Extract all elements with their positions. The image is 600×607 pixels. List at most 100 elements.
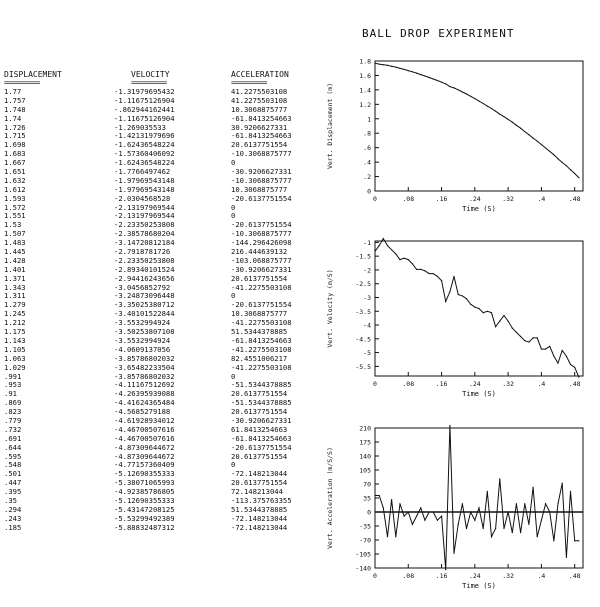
table-row: .869 -4.41624365484 -51.5344378885 [0, 398, 318, 408]
table-row: .243 -5.53299492389 -72.148213044 [0, 514, 318, 524]
velocity-cell: -1.97969543148 [114, 175, 175, 185]
data-point [470, 511, 472, 513]
data-point [445, 569, 447, 571]
data-point [499, 320, 501, 322]
table-row: .953 -4.11167512692 -51.5344378885 [0, 380, 318, 390]
data-point [416, 268, 418, 270]
table-row: .548 -4.77157360409 0 [0, 461, 318, 470]
data-point [420, 268, 422, 270]
acceleration-cell: -30.9206627331 [231, 415, 292, 425]
data-point [461, 295, 463, 297]
x-tick-label: 0 [373, 572, 377, 580]
displacement-cell: .644 [4, 442, 22, 452]
x-tick-label: .4 [537, 572, 545, 580]
y-tick-label: 1.2 [359, 101, 371, 109]
velocity-cell: -4.0609137056 [114, 344, 171, 354]
data-point [449, 86, 451, 88]
displacement-cell: .595 [4, 451, 22, 461]
acceleration-cell: 20.6137751554 [231, 140, 288, 150]
data-point [457, 89, 459, 91]
data-point [532, 137, 534, 139]
data-point [399, 258, 401, 261]
velocity-cell: -3.65482233504 [114, 362, 175, 372]
data-point [395, 253, 397, 255]
x-axis-label: Time (S) [462, 205, 496, 213]
displacement-cell: 1.029 [4, 362, 26, 372]
y-tick-label: .4 [363, 159, 371, 167]
table-row: 1.748 -.862944162441 10.3068875777 [0, 105, 318, 115]
table-row: .644 -4.87309644672 -20.6137751554 [0, 442, 318, 453]
displacement-cell: 1.667 [4, 158, 26, 168]
y-tick-label: -5.5 [355, 363, 371, 371]
acceleration-cell: 61.8413254663 [231, 424, 288, 434]
displacement-cell: 1.757 [4, 95, 26, 105]
displacement-cell: 1.651 [4, 167, 26, 177]
velocity-cell: -3.24873096448 [114, 291, 175, 301]
plot-frame [374, 240, 584, 377]
plot-frame [374, 60, 584, 192]
acceleration-cell: -30.9206627331 [231, 167, 292, 177]
data-point [378, 63, 380, 65]
data-point [544, 147, 547, 149]
displacement-cell: 1.212 [4, 318, 26, 328]
velocity-cell: -2.89340101524 [114, 264, 175, 274]
acceleration-cell: -72.148213044 [231, 522, 288, 532]
table-row: .732 -4.46700507616 61.8413254663 [0, 424, 318, 435]
data-point [574, 540, 576, 542]
table-row: 1.212 -3.5532994924 -41.2275503108 [0, 318, 318, 328]
displacement-cell: 1.063 [4, 353, 26, 363]
table-row: 1.175 -3.50253807108 51.5344378885 [0, 327, 318, 337]
table-row: 1.77 -1.31979695432 41.2275503108 [0, 87, 318, 97]
x-tick-label: .16 [436, 195, 448, 203]
x-tick-label: .32 [502, 195, 514, 203]
velocity-cell: -4.87309644672 [114, 451, 175, 461]
x-tick-label: .4 [537, 380, 545, 388]
displacement-cell: 1.593 [4, 193, 26, 203]
acceleration-cell: -10.3068875777 [231, 175, 292, 185]
table-row: 1.651 -1.7766497462 -30.9206627331 [0, 167, 318, 177]
data-point [557, 158, 559, 160]
data-point [528, 523, 530, 525]
data-point [544, 348, 547, 350]
data-point [424, 519, 426, 521]
acceleration-cell: 20.6137751554 [231, 273, 288, 283]
data-point [416, 72, 418, 74]
data-point [524, 130, 526, 133]
y-tick-label: -140 [355, 565, 371, 573]
x-tick-label: 0 [373, 195, 377, 203]
header-underline: =========== [4, 79, 40, 87]
data-point [503, 527, 505, 530]
x-tick-label: 0 [373, 380, 377, 388]
displacement-cell: .548 [4, 460, 22, 470]
data-point [411, 71, 414, 73]
data-point [482, 312, 484, 314]
velocity-cell: -1.269035533 [114, 122, 166, 132]
data-point [511, 532, 513, 534]
header-underline: =========== [131, 79, 167, 87]
data-point [386, 64, 389, 66]
velocity-cell: -4.41624365484 [114, 398, 175, 408]
displacement-cell: 1.279 [4, 300, 26, 310]
displacement-cell: .501 [4, 469, 22, 479]
table-row: 1.483 -3.14720812184 -144.296426098 [0, 238, 318, 248]
data-point [495, 527, 497, 530]
y-tick-label: 1.4 [359, 86, 371, 94]
data-point [457, 293, 459, 296]
data-point [490, 312, 493, 314]
data-point [374, 62, 376, 64]
velocity-cell: -5.38071065993 [114, 478, 175, 488]
data-point [382, 507, 384, 509]
data-point [478, 307, 480, 310]
velocity-cell: -5.43147208125 [114, 504, 175, 514]
displacement-cell: .294 [4, 504, 22, 514]
displacement-cell: 1.53 [4, 220, 22, 230]
y-tick-label: -35 [359, 523, 371, 531]
data-point [457, 523, 459, 525]
y-tick-label: -4 [363, 322, 371, 330]
y-tick-label: 0 [367, 509, 371, 517]
displacement-cell: 1.632 [4, 175, 26, 185]
acceleration-cell: -51.5344378885 [231, 380, 292, 390]
acceleration-cell: 51.5344378885 [231, 504, 288, 514]
y-tick-label: .2 [363, 173, 371, 181]
table-row: 1.667 -1.62436548224 0 [0, 158, 318, 168]
